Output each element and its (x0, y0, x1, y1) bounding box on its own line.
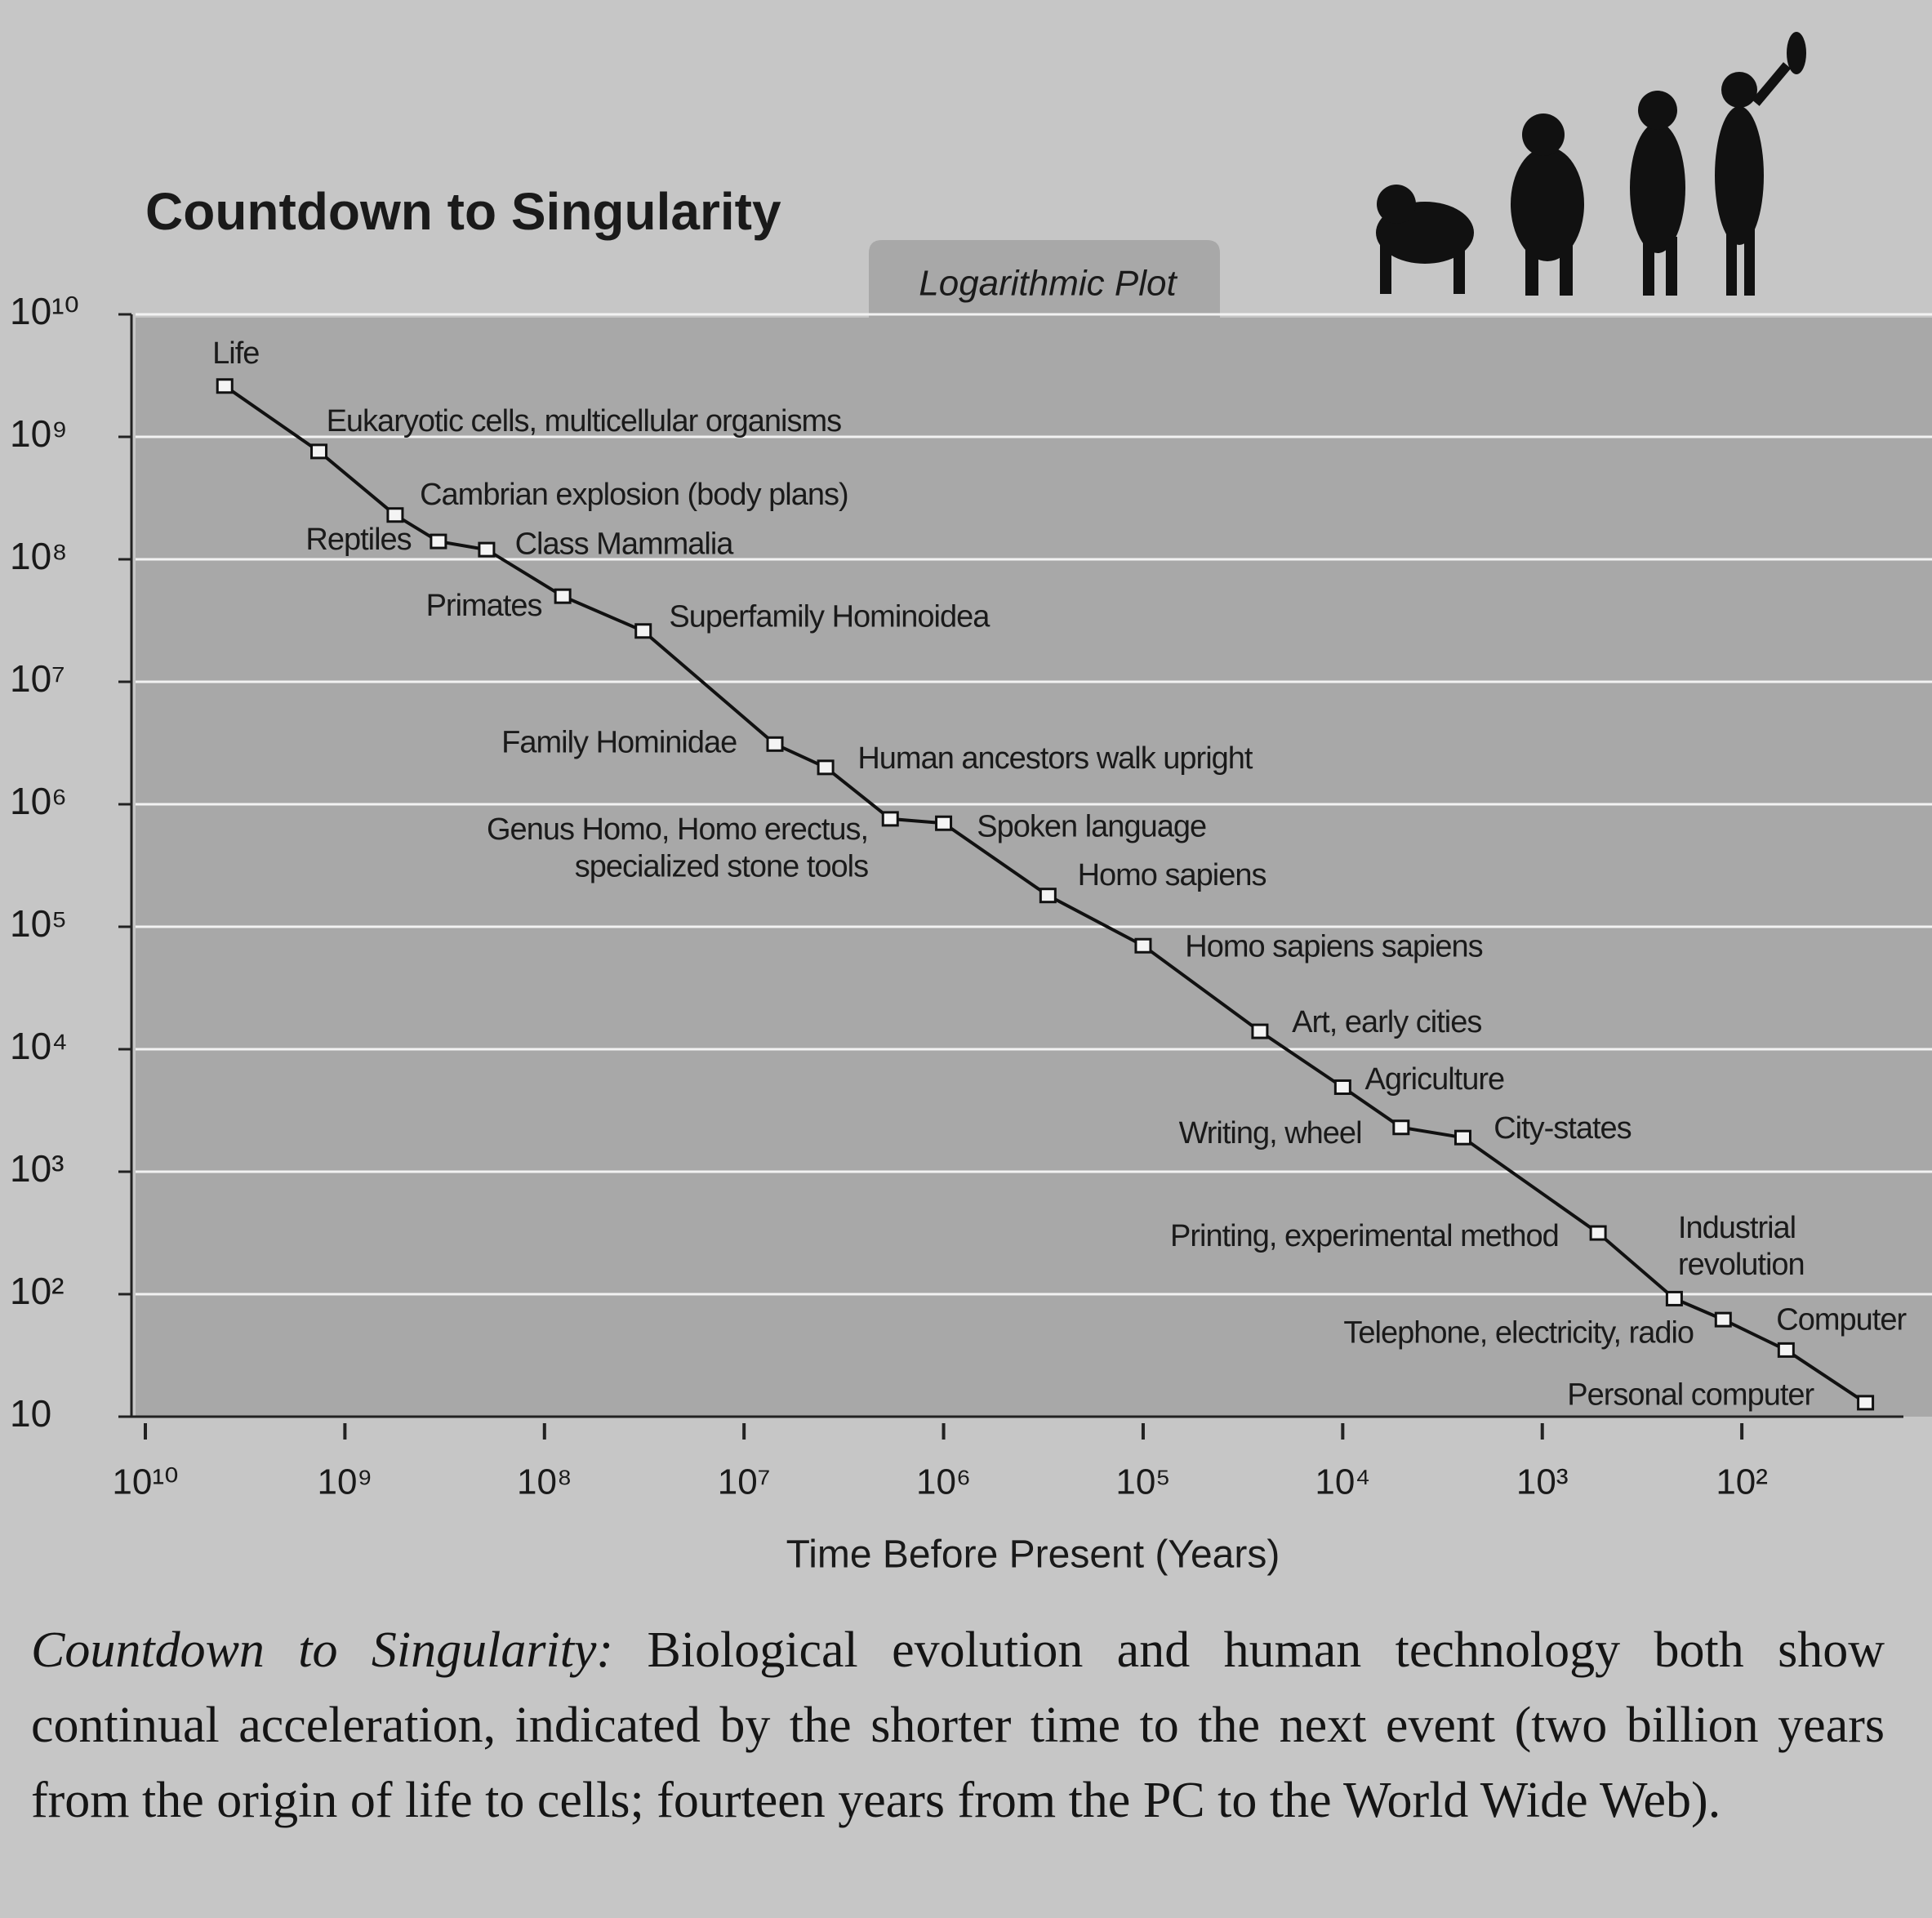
point-label: Reptiles (305, 523, 411, 557)
data-point (1591, 1226, 1605, 1239)
point-label: Cambrian explosion (body plans) (420, 478, 848, 512)
chart: Countdown to Singularity Logarithmic Plo… (0, 0, 1932, 1600)
x-tick-label: 10⁴ (1315, 1462, 1370, 1502)
point-label: Computer (1776, 1303, 1907, 1337)
y-tick-label: 10⁵ (10, 902, 67, 945)
evolution-silhouettes (1376, 32, 1806, 296)
caption-lead: Countdown to Singularity: (31, 1622, 613, 1678)
chart-title: Countdown to Singularity (145, 182, 781, 241)
x-tick-label: 10¹⁰ (112, 1462, 178, 1502)
x-tick-label: 10⁶ (916, 1462, 971, 1502)
data-point (1716, 1313, 1730, 1326)
data-point (555, 590, 570, 603)
y-tick-label: 10² (10, 1270, 64, 1312)
data-point (1667, 1292, 1681, 1305)
point-label: Family Hominidae (501, 725, 737, 759)
x-tick-label: 10⁸ (517, 1462, 572, 1502)
caption: Countdown to Singularity: Biological evo… (31, 1613, 1885, 1838)
data-point (768, 737, 782, 750)
data-point (1136, 939, 1151, 952)
point-label: City-states (1494, 1111, 1631, 1146)
point-label: Superfamily Hominoidea (669, 600, 990, 634)
page: Countdown to Singularity Logarithmic Plo… (0, 0, 1932, 1918)
point-label: Primates (426, 589, 542, 623)
y-tick-label: 10³ (10, 1147, 64, 1190)
chart-subtitle: Logarithmic Plot (919, 264, 1177, 304)
point-label: Homo sapiens (1078, 858, 1266, 892)
point-label: Industrial (1678, 1211, 1796, 1245)
y-tick-label: 10⁷ (10, 657, 65, 700)
data-point (479, 543, 494, 556)
point-label: Eukaryotic cells, multicellular organism… (327, 404, 842, 438)
point-label: Writing, wheel (1179, 1116, 1362, 1150)
y-tick-label: 10⁹ (10, 412, 68, 455)
point-label: Human ancestors walk upright (857, 741, 1253, 776)
data-point (1335, 1080, 1350, 1093)
x-tick-label: 10⁹ (317, 1462, 372, 1502)
x-tick-label: 10² (1716, 1462, 1768, 1502)
point-label: Printing, experimental method (1170, 1219, 1559, 1253)
data-point (217, 380, 232, 393)
point-label: Homo sapiens sapiens (1185, 929, 1482, 963)
data-point (1394, 1121, 1409, 1134)
point-label: Spoken language (977, 809, 1206, 843)
data-point (1859, 1396, 1873, 1409)
plot-background (136, 318, 1932, 1417)
x-tick-label: 10³ (1516, 1462, 1569, 1502)
y-tick-label: 10⁶ (10, 780, 67, 822)
y-tick-label: 10¹⁰ (10, 290, 79, 332)
x-axis-label: Time Before Present (Years) (786, 1533, 1280, 1577)
data-point (388, 509, 403, 522)
y-tick-label: 10⁴ (10, 1025, 68, 1067)
data-point (1040, 889, 1055, 902)
data-point (883, 812, 897, 825)
data-point (312, 445, 327, 458)
point-label: Art, early cities (1292, 1005, 1481, 1039)
x-tick-label: 10⁷ (718, 1462, 771, 1502)
point-label: specialized stone tools (575, 849, 868, 883)
data-point (1253, 1025, 1267, 1038)
y-tick-label: 10⁸ (10, 535, 68, 577)
point-label: revolution (1678, 1248, 1805, 1282)
point-label: Life (212, 336, 259, 371)
data-point (636, 625, 651, 638)
point-label: Agriculture (1365, 1062, 1505, 1097)
point-label: Telephone, electricity, radio (1343, 1315, 1694, 1350)
data-point (937, 817, 951, 830)
y-tick-label: 10 (10, 1392, 51, 1435)
point-label: Class Mammalia (515, 527, 735, 562)
point-label: Personal computer (1567, 1377, 1814, 1412)
x-tick-label: 10⁵ (1115, 1462, 1170, 1502)
data-point (431, 535, 446, 548)
point-label: Genus Homo, Homo erectus, (487, 812, 868, 847)
data-point (1455, 1131, 1470, 1144)
data-point (818, 761, 833, 774)
data-point (1778, 1343, 1793, 1356)
